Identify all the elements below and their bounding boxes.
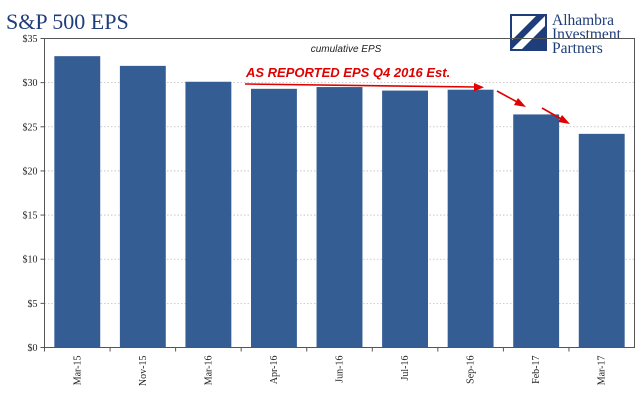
y-tick-label: $25 <box>23 122 38 133</box>
x-tick-label: Mar-15 <box>72 356 83 386</box>
arrow-mar-17 <box>541 107 564 121</box>
x-tick-label: Jun-16 <box>335 356 346 383</box>
annotation-line <box>244 83 477 88</box>
bar-nov-15 <box>119 65 166 348</box>
y-axis-ticks: $0 $5 $10 $15 $20 $25 $30 $35 <box>23 34 45 354</box>
bar-apr-16 <box>251 88 297 348</box>
x-tick-label: Jul-16 <box>400 356 411 381</box>
y-tick-label: $0 <box>28 343 38 354</box>
logo-line-1: Alhambra <box>552 12 614 29</box>
bar-feb-17 <box>513 114 560 348</box>
bar-jul-16 <box>382 90 428 348</box>
logo-line-3: Partners <box>552 40 603 57</box>
bar-mar-16 <box>185 81 232 348</box>
y-tick-label: $5 <box>28 299 38 310</box>
bar-sep-16 <box>447 89 494 348</box>
annotation-arrowhead <box>474 83 484 92</box>
arrow-feb-17 <box>496 90 520 104</box>
annotation: AS REPORTED EPS Q4 2016 Est. <box>244 65 570 124</box>
bars <box>54 56 625 348</box>
alhambra-logo-icon <box>510 14 547 51</box>
bar-mar-15 <box>54 56 101 348</box>
x-tick-label: Mar-17 <box>597 356 608 386</box>
alhambra-logo: Alhambra Investment Partners <box>510 12 622 57</box>
y-tick-label: $30 <box>23 78 38 89</box>
bar-mar-17 <box>578 133 625 348</box>
arrow-mar-17-head <box>558 115 570 124</box>
x-tick-label: Apr-16 <box>269 356 280 385</box>
y-tick-label: $20 <box>23 166 38 177</box>
chart-title: S&P 500 EPS <box>6 9 129 34</box>
bar-jun-16 <box>316 87 363 348</box>
x-tick-label: Sep-16 <box>466 356 477 384</box>
x-tick-label: Nov-15 <box>138 356 149 387</box>
x-tick-label: Mar-16 <box>203 356 214 386</box>
plot-area <box>44 38 635 348</box>
chart-subtitle: cumulative EPS <box>311 44 382 55</box>
y-tick-label: $35 <box>23 34 38 45</box>
annotation-text: AS REPORTED EPS Q4 2016 Est. <box>245 65 450 80</box>
y-tick-label: $10 <box>23 255 38 266</box>
x-axis-ticks: Mar-15 Nov-15 Mar-16 Apr-16 Jun-16 Jul-16 Sep-… <box>44 347 608 387</box>
x-tick-label: Feb-17 <box>531 356 542 384</box>
arrow-feb-17-head <box>514 98 526 107</box>
y-tick-label: $15 <box>23 211 38 222</box>
